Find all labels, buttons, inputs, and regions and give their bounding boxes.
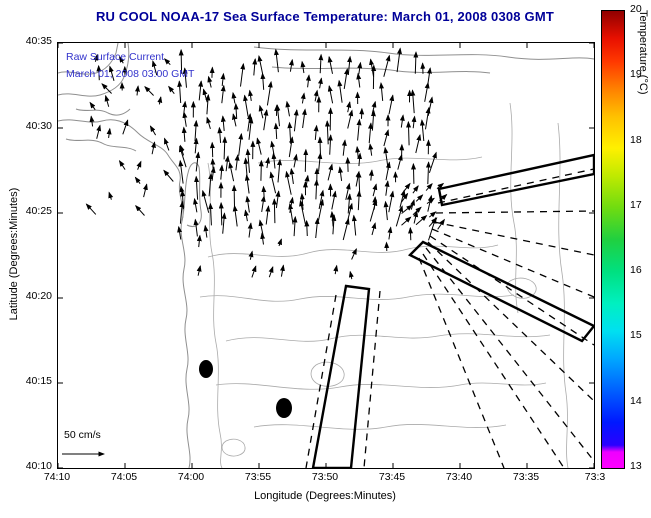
colorbar-axis-label: Temperature (°C)	[637, 10, 649, 95]
axis-tick-marks	[58, 43, 594, 468]
map-plot-area: Raw Surface Current March 01, 2008 03:00…	[57, 42, 595, 469]
colorbar	[601, 10, 625, 469]
colorbar-tick-label: 16	[630, 264, 642, 276]
y-tick-label: 40:10	[25, 460, 52, 472]
coastline-contours	[58, 43, 594, 468]
colorbar-tick-label: 14	[630, 395, 642, 407]
x-axis-label: Longitude (Degrees:Minutes)	[254, 490, 396, 502]
x-tick-label: 74:10	[43, 471, 71, 483]
y-tick-label: 40:25	[25, 205, 52, 217]
y-tick-label: 40:20	[25, 290, 52, 302]
colorbar-tick-label: 17	[630, 199, 642, 211]
x-tick-label: 73:40	[445, 471, 473, 483]
scale-arrow-label: 50 cm/s	[64, 429, 101, 441]
colorbar-tick-label: 20	[630, 3, 642, 15]
figure-title: RU COOL NOAA-17 Sea Surface Temperature:…	[95, 9, 555, 24]
map-plot-canvas	[58, 43, 594, 468]
y-tick-label: 40:15	[25, 375, 52, 387]
y-tick-label: 40:30	[25, 120, 52, 132]
x-tick-label: 73:45	[378, 471, 406, 483]
x-tick-label: 73:3	[584, 471, 606, 483]
colorbar-tick-label: 18	[630, 134, 642, 146]
station-dots	[199, 360, 292, 418]
y-tick-label: 40:35	[25, 35, 52, 47]
surface-current-vectors	[85, 47, 448, 280]
colorbar-tick-label: 19	[630, 68, 642, 80]
y-axis-label: Latitude (Degrees:Minutes)	[8, 187, 20, 321]
x-tick-label: 73:55	[244, 471, 272, 483]
colorbar-tick-label: 13	[630, 460, 642, 472]
x-tick-label: 74:00	[177, 471, 205, 483]
radar-sector-outlines	[311, 153, 594, 468]
overlay-label-datetime: March 01, 2008 03:00 GMT	[66, 68, 195, 80]
x-tick-label: 73:35	[512, 471, 540, 483]
x-tick-label: 73:50	[311, 471, 339, 483]
colorbar-tick-label: 15	[630, 329, 642, 341]
radar-beam-dashed-lines	[305, 168, 594, 468]
sst-front-contours	[199, 102, 569, 468]
overlay-label-current: Raw Surface Current	[66, 51, 165, 63]
x-tick-label: 74:05	[110, 471, 138, 483]
